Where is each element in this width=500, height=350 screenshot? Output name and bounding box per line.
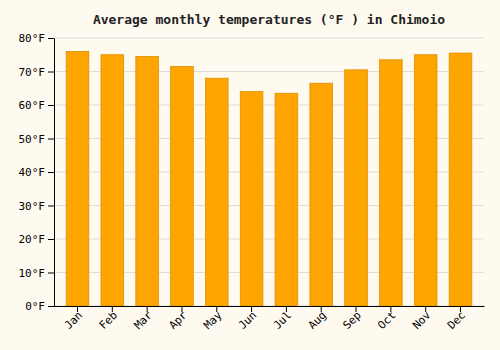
tick-mark [48, 172, 54, 173]
tick: Oct [375, 306, 398, 332]
tick: May [201, 306, 225, 332]
title: Average monthly temperatures (°F ) in Ch… [93, 12, 445, 27]
tick: 0°F [25, 300, 54, 313]
bar [171, 66, 194, 306]
tick-label: 50°F [19, 133, 46, 146]
tick-label: 70°F [19, 66, 46, 79]
bar [205, 78, 228, 306]
tick: Feb [97, 306, 120, 332]
tick-label: 30°F [19, 200, 46, 213]
tick-mark [48, 239, 54, 240]
axis-line [54, 39, 55, 307]
axis-line [55, 306, 485, 307]
tick: Sep [340, 306, 363, 332]
tick: 70°F [19, 66, 55, 79]
tick: Dec [445, 306, 468, 332]
bar [66, 51, 89, 306]
tick-mark [48, 72, 54, 73]
tick-label: 40°F [19, 166, 46, 179]
grid-line [54, 38, 484, 39]
tick-label: 80°F [19, 32, 46, 45]
bar [414, 55, 437, 306]
y-axis: 0°F 10°F 20°F 30°F 40°F 50°F 60°F 70°F 80°F [19, 32, 55, 313]
bar [275, 93, 298, 306]
tick-mark [48, 105, 54, 106]
tick-mark [48, 306, 54, 307]
tick-mark [48, 273, 54, 274]
bar [345, 70, 368, 306]
bar [240, 92, 263, 306]
tick-label: Apr [166, 308, 190, 332]
tick-label: Sep [340, 309, 363, 332]
tick-label: Aug [306, 309, 329, 332]
tick-mark [48, 206, 54, 207]
chart: 0°F 10°F 20°F 30°F 40°F 50°F 60°F 70°F 80°F Jan Fe… [0, 0, 500, 350]
tick-label: Feb [97, 309, 120, 332]
tick: Aug [306, 306, 329, 332]
bar [101, 55, 124, 306]
tick: 30°F [19, 200, 55, 213]
bar [449, 53, 472, 306]
tick-label: 10°F [19, 267, 46, 280]
tick-label: Jul [271, 309, 294, 332]
bar [380, 60, 403, 306]
tick: Mar [132, 306, 156, 332]
bar [310, 83, 333, 306]
tick-label: Mar [132, 308, 156, 332]
tick: Jul [271, 306, 294, 332]
tick-label: 20°F [19, 233, 46, 246]
tick-label: Dec [445, 309, 468, 332]
tick: Apr [166, 306, 190, 332]
grid [54, 38, 484, 306]
tick-mark [48, 139, 54, 140]
tick: Nov [410, 306, 434, 332]
tick-mark [48, 38, 54, 39]
tick: 60°F [19, 99, 55, 112]
tick: Jun [236, 306, 259, 332]
tick-label: May [201, 308, 225, 332]
tick: Jan [62, 306, 85, 332]
bars [66, 51, 472, 306]
bar [136, 56, 159, 306]
tick-label: 60°F [19, 99, 46, 112]
tick: 20°F [19, 233, 55, 246]
tick: 50°F [19, 133, 55, 146]
tick-label: Jun [236, 309, 259, 332]
tick-label: Nov [410, 308, 434, 332]
tick-label: Oct [375, 309, 398, 332]
tick: 80°F [19, 32, 55, 45]
tick: 10°F [19, 267, 55, 280]
x-axis: Jan Feb Mar Apr May Jun Jul Aug Sep Oct Nov Dec [55, 306, 485, 332]
tick: 40°F [19, 166, 55, 179]
tick-label: Jan [62, 309, 85, 332]
tick-label: 0°F [25, 300, 45, 313]
